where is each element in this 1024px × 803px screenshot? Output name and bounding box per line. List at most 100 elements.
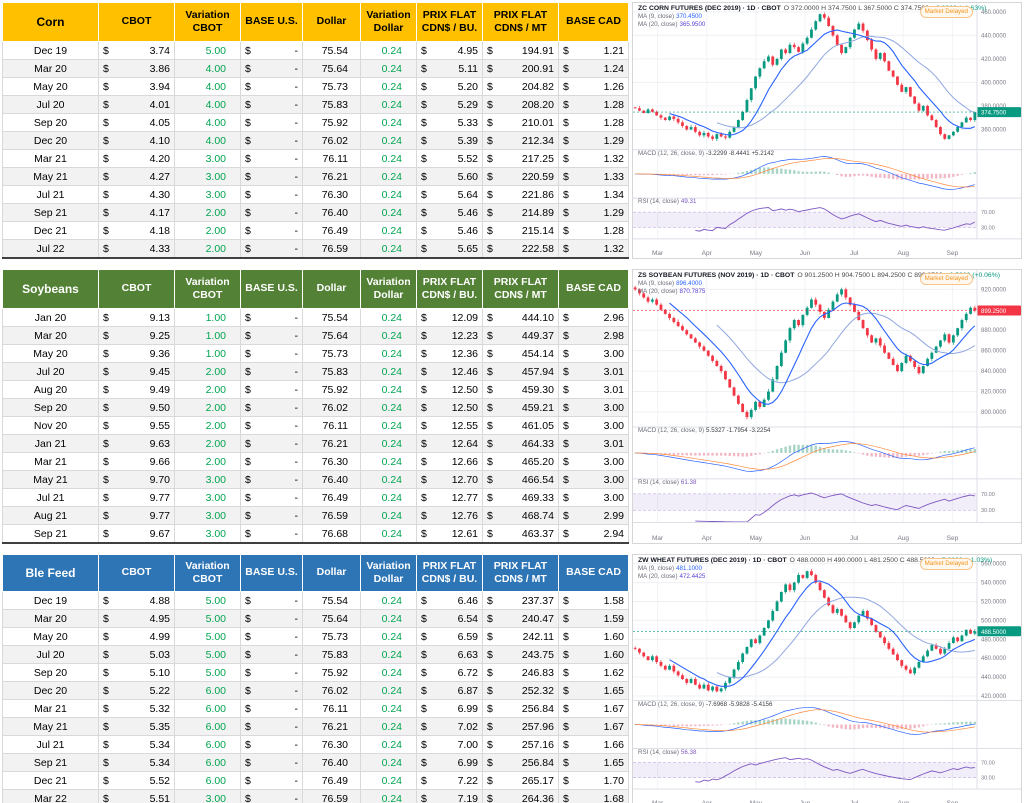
cell-dollar[interactable]: 76.59: [302, 789, 361, 803]
cell-flat-mt[interactable]: $200.91: [482, 59, 559, 78]
cell-base-us[interactable]: $ -: [240, 308, 303, 327]
cell-base-us[interactable]: $ -: [240, 398, 303, 417]
cell-flat-bu[interactable]: $12.66: [416, 452, 483, 471]
cell-dollar[interactable]: 76.21: [302, 717, 361, 736]
cell-var-cbot[interactable]: 5.00: [174, 609, 241, 628]
cell-cbot[interactable]: $9.25: [98, 326, 175, 345]
cell-var-dollar[interactable]: 0.24: [360, 699, 417, 718]
cell-cbot[interactable]: $9.66: [98, 452, 175, 471]
cell-cbot[interactable]: $5.34: [98, 735, 175, 754]
cell-base-cad[interactable]: $1.65: [558, 681, 629, 700]
cell-base-cad[interactable]: $3.00: [558, 470, 629, 489]
cell-base-us[interactable]: $ -: [240, 645, 303, 664]
cell-base-us[interactable]: $ -: [240, 380, 303, 399]
cell-cbot[interactable]: $5.52: [98, 771, 175, 790]
cell-flat-bu[interactable]: $12.70: [416, 470, 483, 489]
cell-base-cad[interactable]: $2.94: [558, 524, 629, 544]
cell-flat-bu[interactable]: $5.46: [416, 221, 483, 240]
cell-month[interactable]: Aug 20: [2, 380, 99, 399]
cell-flat-mt[interactable]: $256.84: [482, 753, 559, 772]
cell-flat-mt[interactable]: $444.10: [482, 308, 559, 327]
cell-month[interactable]: Aug 21: [2, 506, 99, 525]
cell-flat-mt[interactable]: $242.11: [482, 627, 559, 646]
cell-var-dollar[interactable]: 0.24: [360, 167, 417, 186]
cell-dollar[interactable]: 75.83: [302, 645, 361, 664]
cell-flat-bu[interactable]: $5.33: [416, 113, 483, 132]
cell-base-us[interactable]: $ -: [240, 185, 303, 204]
cell-var-dollar[interactable]: 0.24: [360, 452, 417, 471]
cell-month[interactable]: Sep 21: [2, 753, 99, 772]
cell-base-us[interactable]: $ -: [240, 326, 303, 345]
cell-flat-bu[interactable]: $7.22: [416, 771, 483, 790]
cell-cbot[interactable]: $9.67: [98, 524, 175, 544]
cell-base-cad[interactable]: $3.01: [558, 434, 629, 453]
cell-flat-bu[interactable]: $5.29: [416, 95, 483, 114]
cell-flat-mt[interactable]: $214.89: [482, 203, 559, 222]
cell-cbot[interactable]: $4.33: [98, 239, 175, 259]
cell-flat-bu[interactable]: $12.09: [416, 308, 483, 327]
cell-var-cbot[interactable]: 6.00: [174, 735, 241, 754]
cell-month[interactable]: May 21: [2, 470, 99, 489]
cell-var-dollar[interactable]: 0.24: [360, 326, 417, 345]
cell-month[interactable]: Mar 22: [2, 789, 99, 803]
cell-month[interactable]: Dec 19: [2, 41, 99, 60]
cell-dollar[interactable]: 75.73: [302, 77, 361, 96]
cell-base-us[interactable]: $ -: [240, 416, 303, 435]
cell-flat-mt[interactable]: $222.58: [482, 239, 559, 259]
cell-var-cbot[interactable]: 6.00: [174, 699, 241, 718]
cell-flat-mt[interactable]: $215.14: [482, 221, 559, 240]
cell-flat-mt[interactable]: $257.96: [482, 717, 559, 736]
cell-dollar[interactable]: 76.21: [302, 167, 361, 186]
cell-var-dollar[interactable]: 0.24: [360, 131, 417, 150]
cell-dollar[interactable]: 76.49: [302, 771, 361, 790]
cell-cbot[interactable]: $9.70: [98, 470, 175, 489]
cell-month[interactable]: Jul 21: [2, 735, 99, 754]
cell-flat-bu[interactable]: $6.99: [416, 753, 483, 772]
cell-base-cad[interactable]: $1.29: [558, 203, 629, 222]
cell-month[interactable]: Mar 21: [2, 149, 99, 168]
cell-base-cad[interactable]: $1.60: [558, 627, 629, 646]
cell-var-cbot[interactable]: 4.00: [174, 95, 241, 114]
cell-flat-mt[interactable]: $265.17: [482, 771, 559, 790]
cell-var-dollar[interactable]: 0.24: [360, 663, 417, 682]
cell-dollar[interactable]: 75.73: [302, 627, 361, 646]
cell-dollar[interactable]: 76.21: [302, 434, 361, 453]
cell-month[interactable]: Jul 22: [2, 239, 99, 259]
cell-var-dollar[interactable]: 0.24: [360, 753, 417, 772]
cell-var-cbot[interactable]: 4.00: [174, 131, 241, 150]
cell-flat-mt[interactable]: $468.74: [482, 506, 559, 525]
cell-base-cad[interactable]: $1.60: [558, 645, 629, 664]
cell-month[interactable]: May 20: [2, 344, 99, 363]
cell-var-dollar[interactable]: 0.24: [360, 59, 417, 78]
cell-month[interactable]: Mar 21: [2, 452, 99, 471]
cell-base-cad[interactable]: $3.00: [558, 488, 629, 507]
cell-var-cbot[interactable]: 5.00: [174, 645, 241, 664]
cell-var-cbot[interactable]: 2.00: [174, 452, 241, 471]
cell-month[interactable]: Jan 20: [2, 308, 99, 327]
cell-flat-mt[interactable]: $220.59: [482, 167, 559, 186]
cell-flat-bu[interactable]: $12.55: [416, 416, 483, 435]
cell-base-us[interactable]: $ -: [240, 524, 303, 544]
cell-var-dollar[interactable]: 0.24: [360, 221, 417, 240]
cell-base-cad[interactable]: $1.58: [558, 591, 629, 610]
cell-cbot[interactable]: $9.13: [98, 308, 175, 327]
cell-flat-mt[interactable]: $217.25: [482, 149, 559, 168]
cell-flat-bu[interactable]: $5.52: [416, 149, 483, 168]
cell-var-cbot[interactable]: 2.00: [174, 362, 241, 381]
cell-cbot[interactable]: $9.55: [98, 416, 175, 435]
cell-flat-mt[interactable]: $246.83: [482, 663, 559, 682]
cell-base-us[interactable]: $ -: [240, 591, 303, 610]
cell-flat-bu[interactable]: $7.19: [416, 789, 483, 803]
cell-month[interactable]: May 21: [2, 167, 99, 186]
cell-dollar[interactable]: 76.30: [302, 735, 361, 754]
cell-flat-bu[interactable]: $12.64: [416, 434, 483, 453]
cell-month[interactable]: Sep 21: [2, 524, 99, 544]
cell-base-cad[interactable]: $1.59: [558, 609, 629, 628]
cell-dollar[interactable]: 75.54: [302, 308, 361, 327]
cell-flat-mt[interactable]: $459.30: [482, 380, 559, 399]
cell-base-us[interactable]: $ -: [240, 735, 303, 754]
cell-flat-bu[interactable]: $5.46: [416, 203, 483, 222]
cell-flat-mt[interactable]: $243.75: [482, 645, 559, 664]
cell-flat-bu[interactable]: $5.60: [416, 167, 483, 186]
cell-cbot[interactable]: $9.36: [98, 344, 175, 363]
